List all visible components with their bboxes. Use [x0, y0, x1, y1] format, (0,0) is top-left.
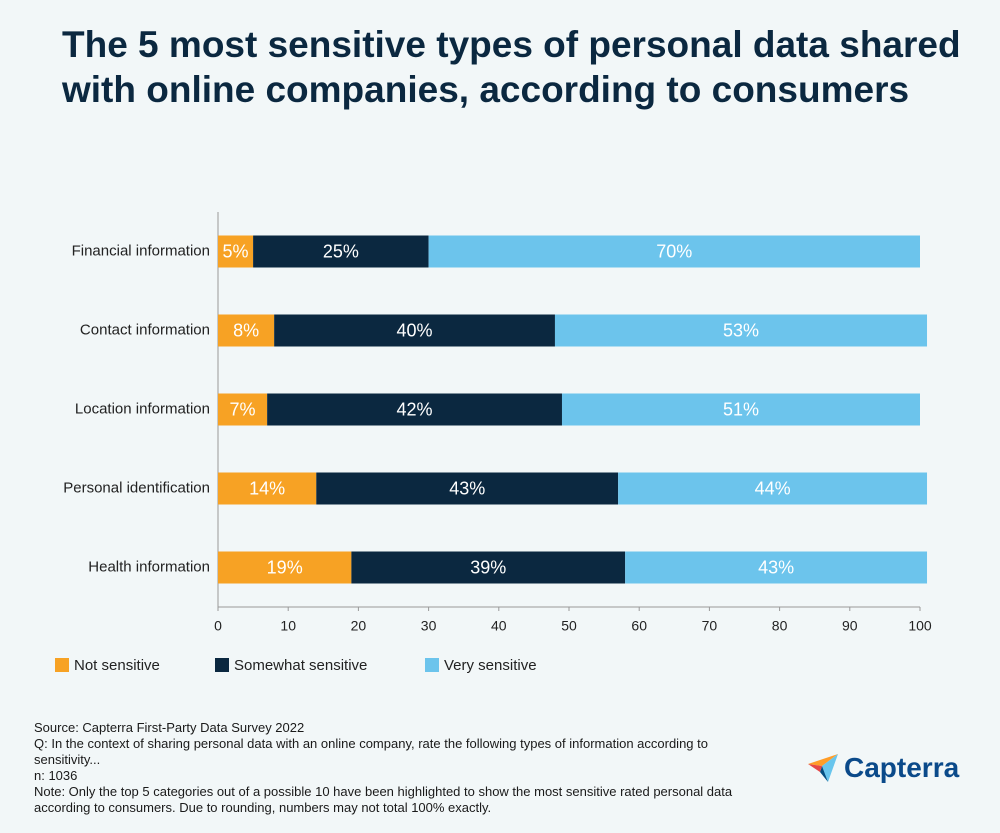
bar-segment: [561, 393, 920, 426]
data-label: 7%: [230, 399, 256, 419]
data-label: 42%: [397, 399, 433, 419]
y-tick-label: Personal identification: [63, 479, 210, 496]
bar-segment: [253, 235, 429, 268]
x-tick-label: 100: [908, 618, 932, 634]
legend-label: Not sensitive: [74, 657, 160, 674]
x-tick-label: 0: [214, 618, 222, 634]
bar-segment: [316, 472, 619, 505]
x-tick-label: 80: [772, 618, 788, 634]
chart-title: The 5 most sensitive types of personal d…: [62, 24, 961, 110]
logo: Capterra: [808, 752, 959, 784]
x-tick-label: 20: [351, 618, 367, 634]
legend-label: Somewhat sensitive: [234, 657, 367, 674]
bar-segment: [274, 314, 555, 347]
legend-swatch: [215, 658, 229, 672]
logo-text: Capterra: [844, 752, 960, 783]
data-label: 43%: [758, 557, 794, 577]
data-label: 43%: [449, 478, 485, 498]
legend-label: Very sensitive: [444, 657, 537, 674]
bar-segment: [218, 393, 268, 426]
bar-segment: [218, 472, 317, 505]
data-label: 25%: [323, 241, 359, 261]
x-tick-label: 90: [842, 618, 858, 634]
bar-segment: [428, 235, 920, 268]
y-tick-label: Location information: [75, 400, 210, 417]
x-tick-label: 30: [421, 618, 437, 634]
bar-segment: [267, 393, 562, 426]
bar-segment: [218, 235, 254, 268]
legend-swatch: [425, 658, 439, 672]
y-tick-label: Contact information: [80, 321, 210, 338]
x-tick-label: 70: [702, 618, 718, 634]
data-label: 5%: [223, 241, 249, 261]
note: n: 1036: [34, 768, 78, 783]
x-tick-label: 10: [280, 618, 296, 634]
y-tick-label: Financial information: [72, 242, 210, 259]
data-label: 53%: [723, 320, 759, 340]
bar-segment: [625, 551, 928, 584]
bar-segment: [554, 314, 928, 347]
notes: Source: Capterra First-Party Data Survey…: [34, 720, 774, 816]
data-label: 8%: [233, 320, 259, 340]
bar-segment: [218, 551, 352, 584]
data-label: 51%: [723, 399, 759, 419]
note: Source: Capterra First-Party Data Survey…: [34, 720, 305, 735]
bar-segment: [351, 551, 626, 584]
data-label: 14%: [249, 478, 285, 498]
note: Note: Only the top 5 categories out of a…: [34, 784, 733, 815]
bar-segment: [218, 314, 275, 347]
data-label: 40%: [397, 320, 433, 340]
data-label: 70%: [656, 241, 692, 261]
legend-swatch: [55, 658, 69, 672]
note: Q: In the context of sharing personal da…: [34, 736, 708, 767]
x-tick-label: 50: [561, 618, 577, 634]
x-tick-label: 60: [631, 618, 647, 634]
bar-segment: [618, 472, 928, 505]
data-label: 19%: [267, 557, 303, 577]
logo-icon: [808, 754, 838, 782]
data-label: 44%: [755, 478, 791, 498]
y-tick-label: Health information: [88, 558, 210, 575]
x-tick-label: 40: [491, 618, 507, 634]
data-label: 39%: [470, 557, 506, 577]
